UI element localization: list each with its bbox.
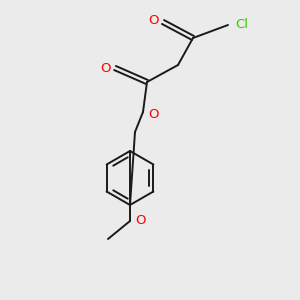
Text: O: O [148, 14, 159, 28]
Text: O: O [135, 214, 146, 227]
Text: O: O [148, 107, 158, 121]
Text: Cl: Cl [235, 19, 248, 32]
Text: O: O [100, 61, 111, 74]
